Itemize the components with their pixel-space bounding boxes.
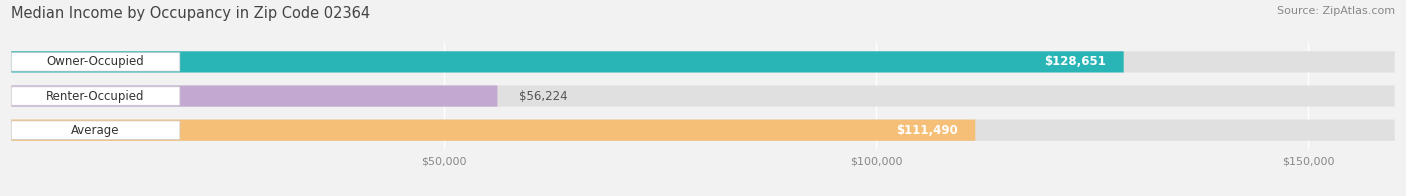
FancyBboxPatch shape	[11, 53, 180, 71]
FancyBboxPatch shape	[11, 85, 498, 107]
FancyBboxPatch shape	[11, 120, 976, 141]
Text: $56,224: $56,224	[519, 90, 568, 103]
Text: Median Income by Occupancy in Zip Code 02364: Median Income by Occupancy in Zip Code 0…	[11, 6, 370, 21]
Text: Owner-Occupied: Owner-Occupied	[46, 55, 145, 68]
Text: Source: ZipAtlas.com: Source: ZipAtlas.com	[1277, 6, 1395, 16]
Text: Renter-Occupied: Renter-Occupied	[46, 90, 145, 103]
FancyBboxPatch shape	[11, 85, 1395, 107]
Text: Average: Average	[72, 124, 120, 137]
FancyBboxPatch shape	[11, 51, 1395, 73]
FancyBboxPatch shape	[11, 121, 180, 139]
FancyBboxPatch shape	[11, 51, 1123, 73]
FancyBboxPatch shape	[11, 87, 180, 105]
FancyBboxPatch shape	[11, 120, 1395, 141]
Text: $128,651: $128,651	[1045, 55, 1107, 68]
Text: $111,490: $111,490	[896, 124, 957, 137]
